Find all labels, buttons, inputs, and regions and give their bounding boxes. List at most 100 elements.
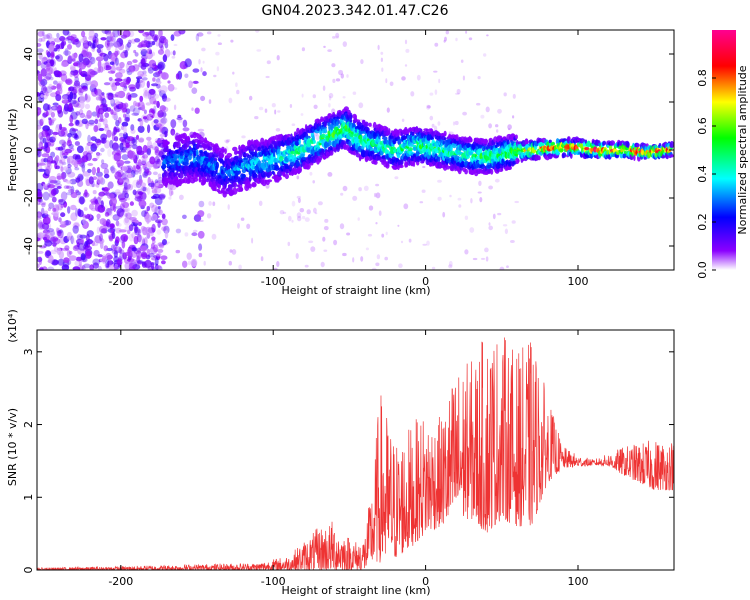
spectrogram-cell bbox=[514, 200, 519, 204]
spectrogram-cell bbox=[232, 187, 238, 195]
spectrogram-cell bbox=[156, 229, 162, 235]
spectrogram-cell bbox=[236, 169, 241, 175]
spectrogram-cell bbox=[132, 138, 137, 143]
spectrogram-cell bbox=[42, 191, 50, 201]
spectrogram-cell bbox=[45, 91, 50, 97]
spectrogram-cell bbox=[271, 103, 276, 108]
spectrogram-cell bbox=[40, 207, 45, 216]
spectrogram-cell bbox=[219, 153, 225, 159]
spectrogram-cell bbox=[47, 37, 56, 44]
spectrogram-cell bbox=[128, 224, 134, 232]
spectrogram-cell bbox=[114, 78, 123, 82]
spectrogram-cell bbox=[137, 191, 144, 196]
spectrogram-cell bbox=[164, 230, 169, 239]
spectrogram-cell bbox=[342, 185, 348, 192]
spectrogram-cell bbox=[124, 216, 130, 224]
spectrogram-cell bbox=[407, 147, 413, 152]
spectrogram-cell bbox=[129, 201, 134, 206]
spectrogram-cell bbox=[45, 49, 49, 56]
spectrogram-cell bbox=[100, 228, 107, 234]
spectrogram-cell bbox=[67, 163, 72, 168]
spectrogram-cell bbox=[130, 128, 136, 134]
spectrogram-cell bbox=[443, 130, 447, 137]
spectrogram-cell bbox=[110, 109, 114, 115]
spectrogram-cell bbox=[151, 83, 159, 87]
spectrogram-cell bbox=[47, 266, 55, 270]
spectrogram-cell bbox=[48, 83, 53, 90]
spectrogram-cell bbox=[162, 163, 167, 169]
spectrogram-cell bbox=[352, 257, 355, 263]
spectrogram-cell bbox=[68, 102, 73, 111]
spectrogram-cell bbox=[125, 79, 130, 85]
spectrogram-cell bbox=[216, 66, 220, 72]
spectrogram-cell bbox=[295, 160, 300, 167]
spectrogram-cell bbox=[38, 51, 43, 60]
spectrogram-cell bbox=[152, 239, 156, 245]
spectrogram-cell bbox=[118, 38, 123, 45]
spectrogram-cell bbox=[329, 95, 332, 101]
y-tick-label: -40 bbox=[22, 237, 35, 255]
spectrogram-cell bbox=[636, 143, 640, 147]
spectrogram-cell bbox=[477, 191, 482, 194]
spectrogram-cell bbox=[37, 232, 45, 239]
spectrogram-cell bbox=[154, 146, 159, 154]
spectrogram-cell bbox=[40, 78, 48, 86]
spectrogram-cell bbox=[200, 95, 206, 102]
spectrogram-cell bbox=[79, 62, 83, 72]
spectrogram-cell bbox=[142, 144, 148, 153]
spectrogram-cell bbox=[133, 49, 137, 54]
spectrogram-cell bbox=[82, 244, 89, 250]
spectrogram-cell bbox=[134, 225, 138, 234]
spectrogram-cell bbox=[179, 194, 184, 200]
spectrogram-cell bbox=[48, 175, 57, 182]
spectrogram-cell bbox=[61, 161, 67, 166]
spectrogram-cell bbox=[342, 121, 346, 126]
spectrogram-cell bbox=[72, 88, 78, 94]
spectrogram-cell bbox=[155, 70, 163, 76]
spectrogram-cell bbox=[104, 212, 110, 217]
spectrogram-cell bbox=[112, 30, 120, 38]
spectrogram-cell bbox=[334, 147, 337, 153]
spectrogram-cell bbox=[109, 197, 117, 206]
spectrogram-cell bbox=[306, 209, 311, 215]
spectrogram-cell bbox=[113, 41, 121, 48]
spectrogram-cell bbox=[158, 40, 164, 49]
spectrogram-cell bbox=[443, 137, 447, 141]
spectrogram-cell bbox=[125, 116, 130, 123]
spectrogram-cell bbox=[217, 42, 222, 45]
spectrogram-cell bbox=[45, 86, 53, 93]
spectrogram-cell bbox=[485, 256, 489, 262]
spectrogram-cell bbox=[161, 72, 169, 80]
spectrogram-cell bbox=[65, 78, 73, 85]
spectrogram-cell bbox=[79, 266, 85, 270]
spectrogram-cell bbox=[148, 112, 153, 117]
spectrogram-cell bbox=[122, 30, 131, 38]
spectrogram-cell bbox=[47, 232, 54, 241]
spectrogram-cell bbox=[277, 110, 281, 113]
spectrogram-cell bbox=[291, 200, 296, 207]
spectrogram-cell bbox=[364, 121, 369, 127]
spectrogram-cell bbox=[55, 44, 60, 50]
spectrogram-cell bbox=[434, 89, 438, 95]
spectrogram-cell bbox=[92, 190, 97, 195]
spectrogram-cell bbox=[282, 211, 287, 214]
spectrogram-cell bbox=[66, 192, 73, 196]
spectrogram-cell bbox=[241, 168, 247, 174]
colorbar-tick-label: 0.4 bbox=[696, 165, 709, 183]
spectrogram-cell bbox=[297, 166, 303, 174]
spectrogram-cell bbox=[48, 43, 55, 53]
spectrogram-cell bbox=[63, 185, 70, 190]
spectrogram-cell bbox=[198, 200, 205, 208]
spectrogram-cell bbox=[74, 245, 81, 250]
spectrogram-cell bbox=[122, 190, 128, 195]
spectrogram-cell bbox=[173, 44, 178, 46]
spectrogram-cell bbox=[462, 75, 465, 81]
spectrogram-cell bbox=[161, 117, 168, 121]
spectrogram-cell bbox=[173, 104, 177, 111]
colorbar: 0.00.20.40.60.8 Normalized spectral ampl… bbox=[696, 30, 749, 279]
spectrogram-cell bbox=[94, 118, 99, 125]
spectrogram-cell bbox=[37, 211, 42, 218]
spectrogram-cell bbox=[171, 190, 174, 196]
spectrogram-cell bbox=[187, 260, 192, 266]
